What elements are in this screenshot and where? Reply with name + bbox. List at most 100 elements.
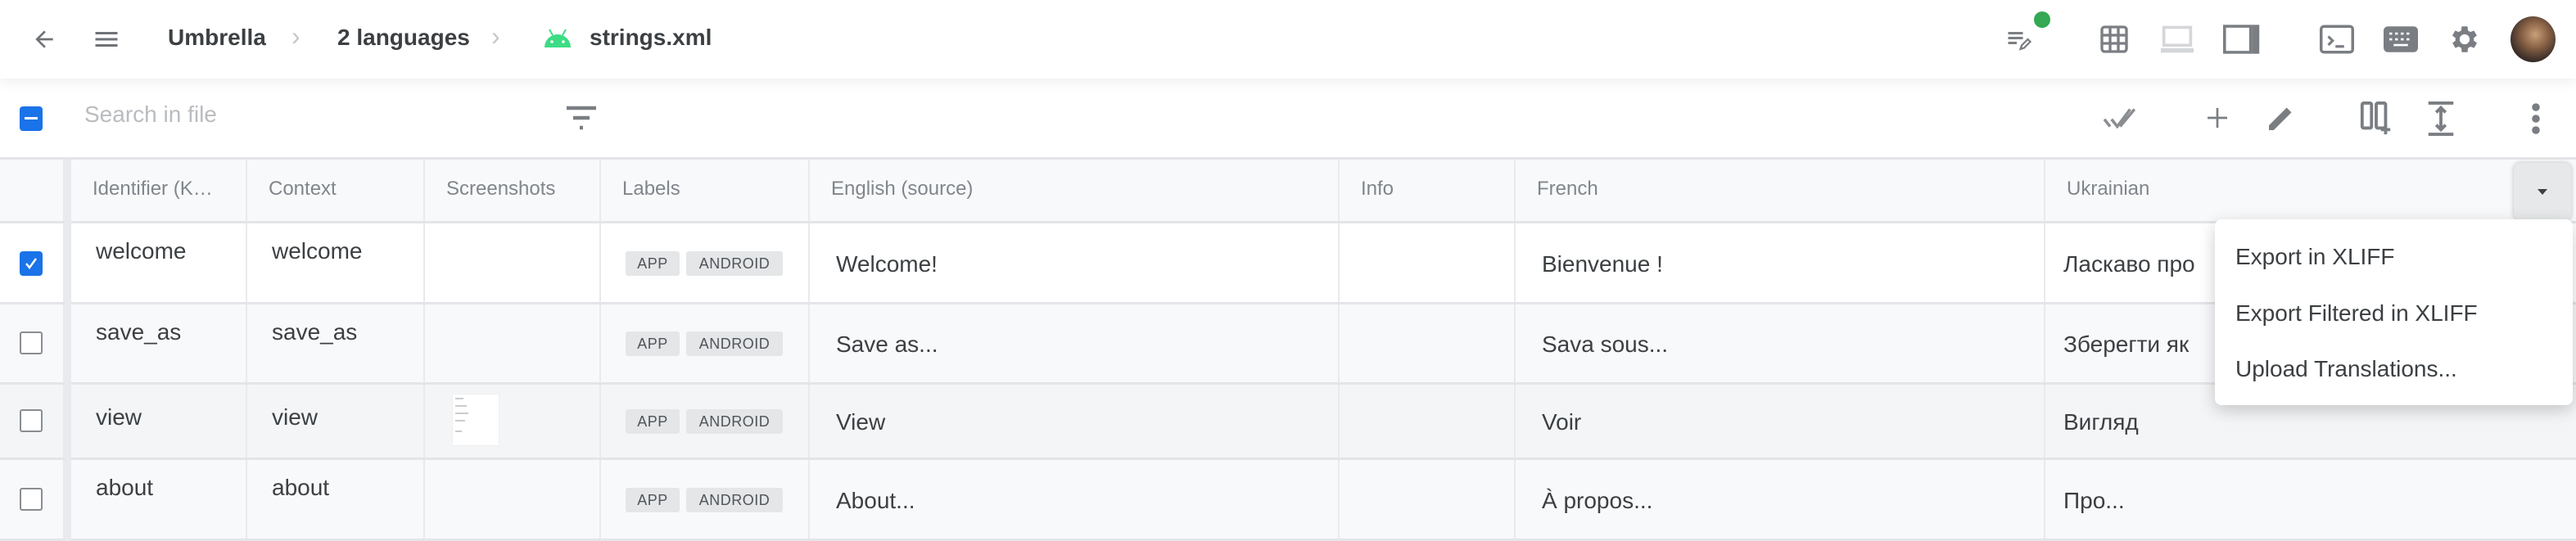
more-vert-icon[interactable]	[2522, 100, 2550, 138]
context-cell[interactable]: view	[247, 385, 425, 458]
edit-notes-icon[interactable]	[2003, 23, 2036, 56]
column-header-french[interactable]: French	[1516, 160, 2045, 221]
identifier-cell[interactable]: about	[71, 460, 247, 539]
context-text: view	[272, 404, 319, 430]
info-cell[interactable]	[1340, 223, 1516, 302]
english-text: Save as...	[836, 331, 938, 357]
ukrainian-cell[interactable]: Вигляд	[2045, 385, 2576, 458]
ukrainian-cell[interactable]: Зберегти як	[2045, 304, 2576, 382]
search-input[interactable]: Search in file	[84, 101, 217, 127]
screenshot-thumbnail[interactable]	[453, 394, 499, 445]
android-icon	[542, 26, 573, 51]
back-arrow-icon[interactable]	[28, 23, 61, 56]
column-header-info[interactable]: Info	[1340, 160, 1516, 221]
label-chip[interactable]: ANDROID	[686, 409, 783, 434]
english-cell[interactable]: Welcome!	[810, 223, 1340, 302]
table-row[interactable]: welcome welcome APP ANDROID Welcome! Bienvenu…	[0, 223, 2576, 304]
ukrainian-text: Вигляд	[2063, 409, 2139, 435]
menu-item-export-xliff[interactable]: Export in XLIFF	[2235, 244, 2395, 269]
terminal-icon[interactable]	[2319, 21, 2355, 57]
add-column-icon[interactable]	[2358, 100, 2394, 138]
screenshots-cell[interactable]	[425, 223, 601, 302]
chevron-right-icon: ›	[491, 21, 500, 51]
menu-icon[interactable]	[90, 23, 123, 56]
laptop-icon[interactable]	[2158, 21, 2196, 57]
screenshots-cell[interactable]	[425, 304, 601, 382]
label-chip[interactable]: ANDROID	[686, 251, 783, 276]
french-cell[interactable]: À propos...	[1516, 460, 2045, 539]
french-cell[interactable]: Sava sous...	[1516, 304, 2045, 382]
column-header-identifier[interactable]: Identifier (K…	[71, 160, 247, 221]
row-checkbox[interactable]	[20, 409, 43, 432]
label-chip[interactable]: APP	[626, 409, 680, 434]
table-toolbar: Search in file	[0, 79, 2576, 157]
context-cell[interactable]: welcome	[247, 223, 425, 302]
breadcrumb-languages[interactable]: 2 languages	[337, 25, 470, 50]
context-text: about	[272, 475, 330, 500]
plus-icon[interactable]	[2201, 101, 2234, 134]
identifier-text: about	[96, 475, 154, 500]
info-cell[interactable]	[1340, 304, 1516, 382]
ukrainian-cell[interactable]: Про...	[2045, 460, 2576, 539]
double-check-icon[interactable]	[2101, 103, 2142, 133]
identifier-cell[interactable]: welcome	[71, 223, 247, 302]
label-chip[interactable]: APP	[626, 488, 680, 512]
labels-cell[interactable]: APP ANDROID	[601, 460, 810, 539]
column-header-context[interactable]: Context	[247, 160, 425, 221]
screenshots-cell[interactable]	[425, 460, 601, 539]
menu-item-upload-translations[interactable]: Upload Translations...	[2235, 356, 2457, 381]
labels-cell[interactable]: APP ANDROID	[601, 304, 810, 382]
label-chip[interactable]: ANDROID	[686, 331, 783, 356]
row-checkbox[interactable]	[20, 251, 43, 276]
screenshots-cell[interactable]	[425, 385, 601, 458]
keyboard-icon[interactable]	[2383, 21, 2419, 57]
filter-icon[interactable]	[563, 101, 599, 134]
avatar[interactable]	[2510, 16, 2556, 62]
pencil-icon[interactable]	[2263, 100, 2299, 136]
top-header: Umbrella › 2 languages › strings.xml	[0, 0, 2576, 79]
english-cell[interactable]: Save as...	[810, 304, 1340, 382]
context-cell[interactable]: save_as	[247, 304, 425, 382]
column-header-screenshots[interactable]: Screenshots	[425, 160, 601, 221]
column-header-labels[interactable]: Labels	[601, 160, 810, 221]
identifier-text: save_as	[96, 319, 182, 345]
column-header-english[interactable]: English (source)	[810, 160, 1340, 221]
info-cell[interactable]	[1340, 385, 1516, 458]
context-text: save_as	[272, 319, 358, 345]
identifier-text: welcome	[96, 238, 187, 264]
french-cell[interactable]: Bienvenue !	[1516, 223, 2045, 302]
gear-icon[interactable]	[2447, 21, 2483, 57]
label-chip[interactable]: ANDROID	[686, 488, 783, 512]
english-text: View	[836, 409, 886, 435]
labels-cell[interactable]: APP ANDROID	[601, 385, 810, 458]
ukrainian-text: Ласкаво про	[2063, 251, 2195, 277]
menu-item-export-filtered-xliff[interactable]: Export Filtered in XLIFF	[2235, 300, 2478, 326]
table-row[interactable]: about about APP ANDROID About... À propos... П…	[0, 460, 2576, 541]
english-cell[interactable]: View	[810, 385, 1340, 458]
column-resize-handle[interactable]	[65, 160, 71, 541]
table-header-row: Identifier (K… Context Screenshots Label…	[0, 160, 2576, 541]
row-checkbox[interactable]	[20, 488, 43, 511]
identifier-cell[interactable]: view	[71, 385, 247, 458]
side-panel-icon[interactable]	[2222, 21, 2262, 57]
label-chip[interactable]: APP	[626, 331, 680, 356]
status-dot	[2034, 11, 2050, 28]
select-all-checkbox[interactable]	[20, 106, 43, 131]
expand-vertical-icon[interactable]	[2424, 100, 2458, 138]
label-chip[interactable]: APP	[626, 251, 680, 276]
identifier-cell[interactable]: save_as	[71, 304, 247, 382]
info-cell[interactable]	[1340, 460, 1516, 539]
breadcrumb-project[interactable]: Umbrella	[168, 25, 266, 50]
breadcrumb-file[interactable]: strings.xml	[590, 25, 712, 50]
column-dropdown-button[interactable]	[2514, 163, 2571, 220]
french-cell[interactable]: Voir	[1516, 385, 2045, 458]
ukrainian-cell[interactable]: Ласкаво про	[2045, 223, 2576, 302]
table-row[interactable]: save_as save_as APP ANDROID Save as... Sava s…	[0, 304, 2576, 385]
column-header-ukrainian[interactable]: Ukrainian	[2067, 178, 2150, 200]
table-row[interactable]: view view APP ANDROID View Voir Вигляд	[0, 385, 2576, 460]
row-checkbox[interactable]	[20, 331, 43, 354]
labels-cell[interactable]: APP ANDROID	[601, 223, 810, 302]
english-cell[interactable]: About...	[810, 460, 1340, 539]
context-cell[interactable]: about	[247, 460, 425, 539]
grid-icon[interactable]	[2096, 21, 2132, 57]
